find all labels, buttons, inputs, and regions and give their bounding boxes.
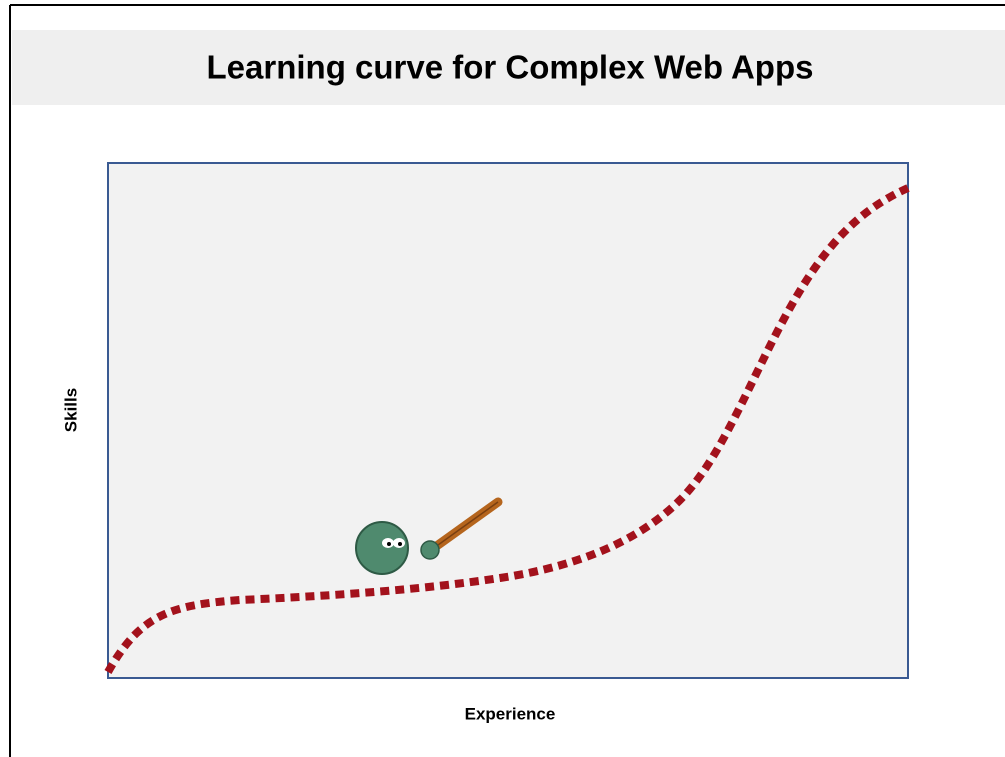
x-axis-label: Experience [465,704,556,723]
y-axis-label: Skills [61,388,80,432]
plot-area [107,162,909,679]
character [355,497,503,575]
title-band [12,30,1005,105]
slide-title: Learning curve for Complex Web Apps [207,49,814,86]
